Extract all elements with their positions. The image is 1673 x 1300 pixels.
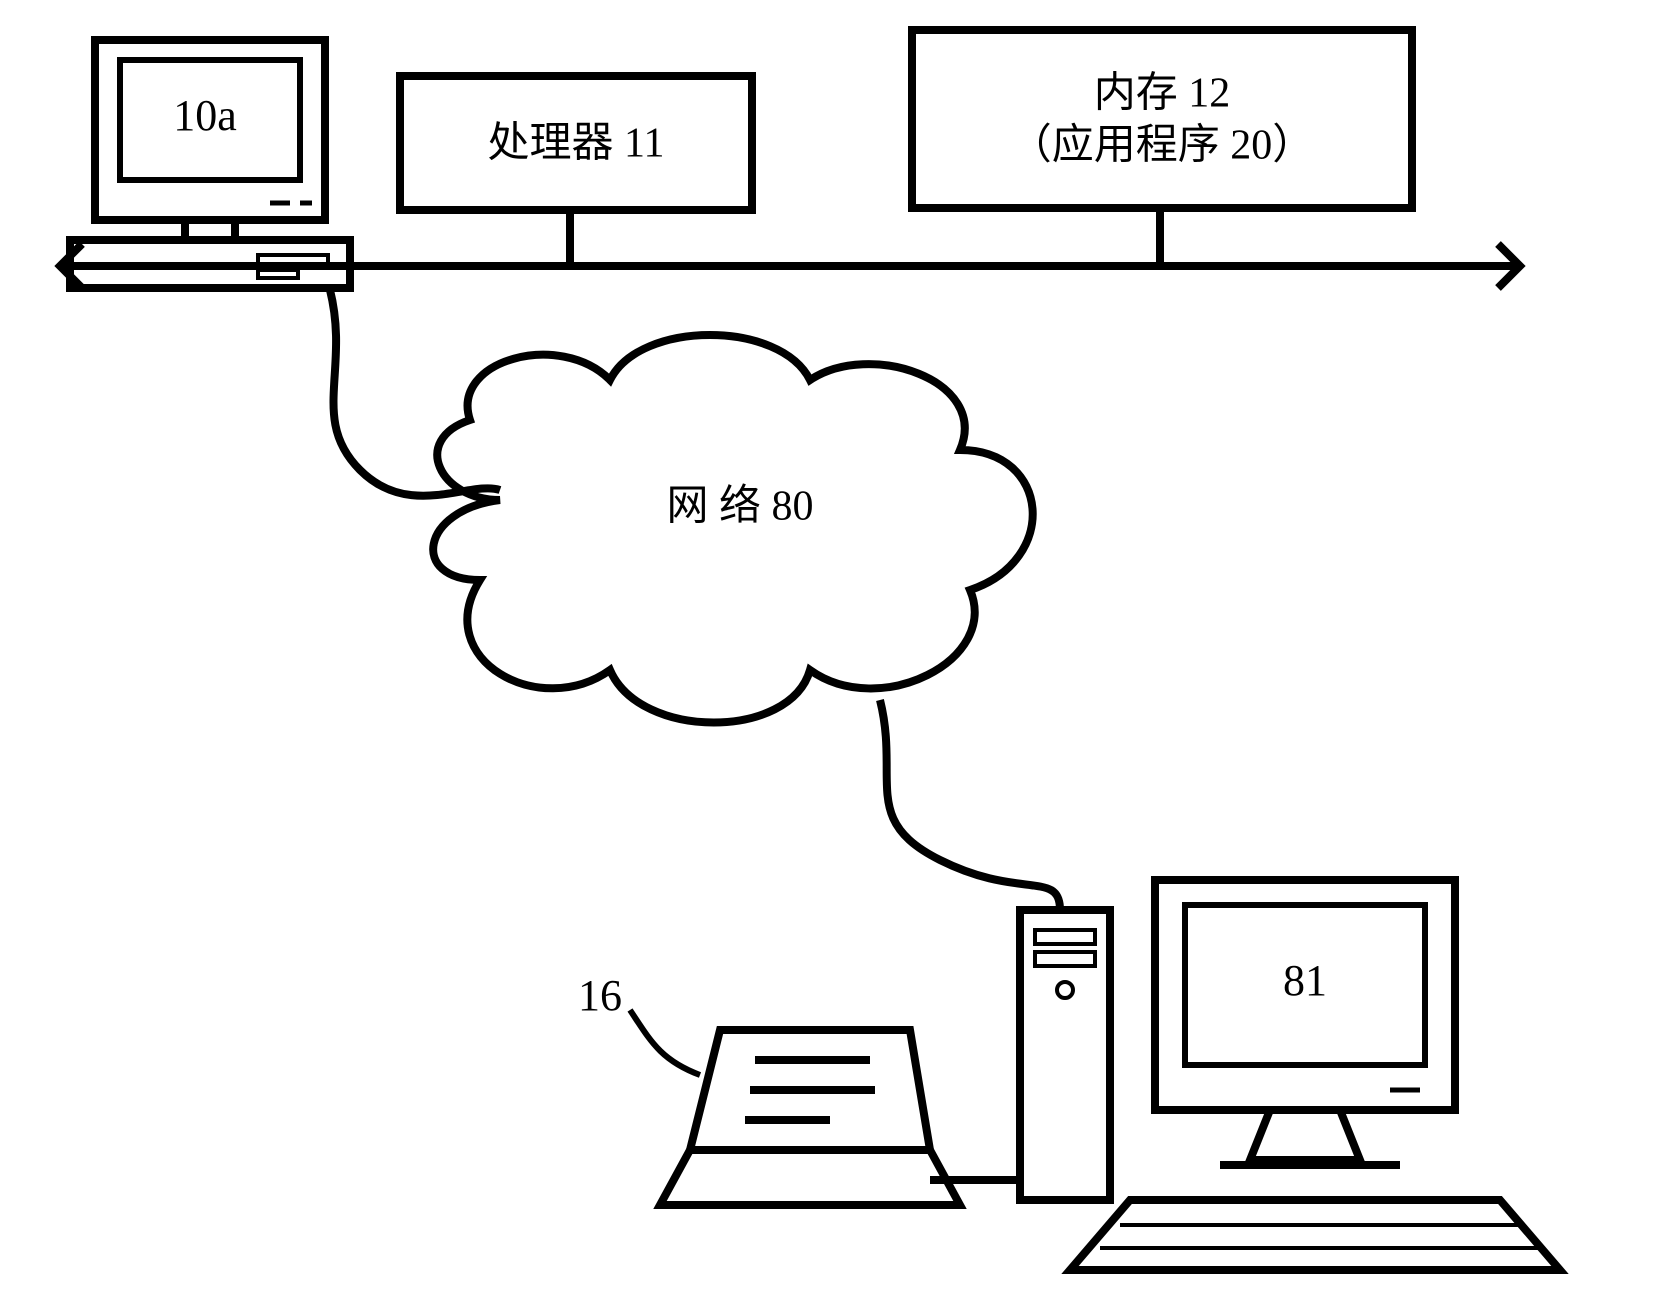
monitor-left-label: 10a bbox=[173, 91, 237, 140]
processor-box: 处理器 11 bbox=[400, 76, 752, 266]
network-cloud: 网 络 80 bbox=[433, 335, 1033, 723]
tower-pc bbox=[1020, 910, 1110, 1200]
processor-label: 处理器 11 bbox=[488, 121, 665, 167]
monitor-right-label: 81 bbox=[1283, 956, 1327, 1005]
computer-right: 81 bbox=[1070, 880, 1560, 1270]
scanner-device bbox=[660, 1030, 960, 1205]
computer-left: 10a bbox=[70, 40, 350, 288]
scanner-label: 16 bbox=[578, 971, 622, 1020]
cable-left-to-cloud bbox=[330, 290, 500, 496]
memory-label-1: 内存 12 bbox=[1094, 71, 1231, 117]
cable-cloud-to-tower bbox=[880, 700, 1060, 910]
memory-box: 内存 12 （应用程序 20） bbox=[912, 30, 1412, 266]
scanner-label-group: 16 bbox=[578, 971, 700, 1075]
network-label: 网 络 80 bbox=[666, 483, 813, 530]
memory-label-2: （应用程序 20） bbox=[1010, 122, 1315, 169]
